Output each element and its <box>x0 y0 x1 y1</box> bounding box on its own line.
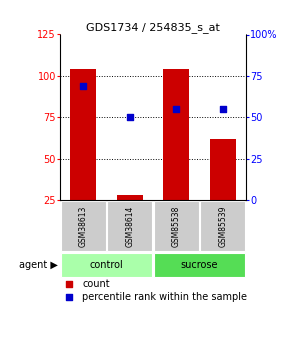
Bar <box>117 195 142 242</box>
Title: GDS1734 / 254835_s_at: GDS1734 / 254835_s_at <box>86 22 220 33</box>
Text: GSM85539: GSM85539 <box>218 205 227 247</box>
Bar <box>164 69 189 242</box>
Bar <box>154 253 245 276</box>
Point <box>67 294 72 300</box>
Bar <box>61 201 106 252</box>
Point <box>174 106 178 112</box>
Point <box>81 83 86 89</box>
Bar <box>154 201 199 252</box>
Text: GSM85538: GSM85538 <box>172 206 181 247</box>
Bar <box>70 69 96 242</box>
Bar <box>107 201 152 252</box>
Bar <box>61 253 152 276</box>
Text: GSM38614: GSM38614 <box>125 206 134 247</box>
Point <box>220 106 225 112</box>
Text: agent ▶: agent ▶ <box>19 260 58 270</box>
Text: GSM38613: GSM38613 <box>79 206 88 247</box>
Text: sucrose: sucrose <box>181 260 218 270</box>
Text: control: control <box>90 260 123 270</box>
Point <box>67 282 72 287</box>
Text: count: count <box>82 279 110 289</box>
Point <box>128 115 132 120</box>
Bar <box>210 139 236 242</box>
Bar <box>200 201 245 252</box>
Text: percentile rank within the sample: percentile rank within the sample <box>82 292 247 302</box>
